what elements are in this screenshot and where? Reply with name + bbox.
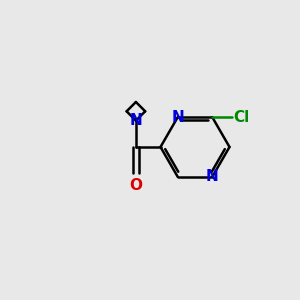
Text: N: N <box>130 113 142 128</box>
Text: Cl: Cl <box>233 110 250 124</box>
Text: N: N <box>171 110 184 124</box>
Text: O: O <box>129 178 142 193</box>
Text: N: N <box>206 169 219 184</box>
